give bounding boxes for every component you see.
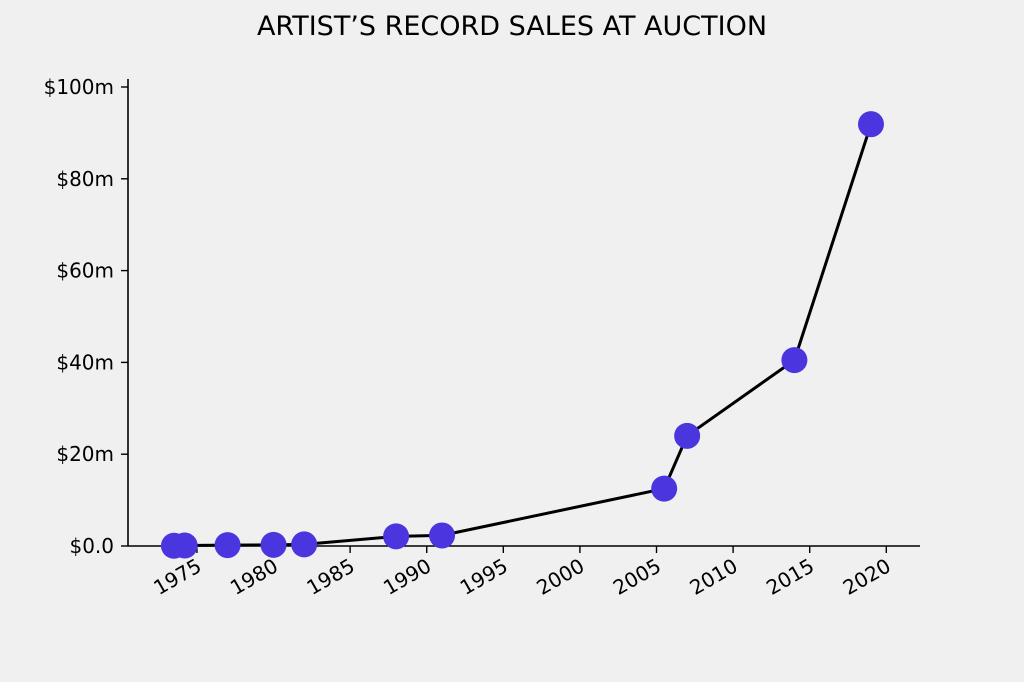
x-tick-label: 1975	[149, 554, 205, 600]
data-point	[260, 531, 287, 558]
axes: $0.0 $20m $40m $60m $80m $100m 1975 1980 1985 199…	[44, 75, 920, 600]
y-tick-label: $20m	[56, 442, 114, 466]
data-point	[781, 347, 808, 374]
x-tick-label: 1980	[226, 554, 282, 600]
x-tick-label: 2000	[532, 554, 588, 600]
y-tick-label: $100m	[44, 75, 114, 99]
x-tick-label: 2010	[686, 554, 742, 600]
data-point	[651, 475, 678, 502]
data-point	[214, 532, 241, 559]
data-point	[857, 111, 884, 138]
y-tick-label: $60m	[56, 259, 114, 283]
data-point	[291, 531, 318, 558]
data-point	[171, 532, 198, 559]
y-tick-label: $80m	[56, 167, 114, 191]
x-tick-label: 1995	[456, 554, 512, 600]
x-tick-label: 2005	[609, 554, 665, 600]
series-line	[173, 123, 873, 548]
data-point	[429, 522, 456, 549]
series-layer	[160, 111, 884, 559]
x-tick-label: 1990	[379, 554, 435, 600]
chart-title: ARTIST’S RECORD SALES AT AUCTION	[257, 11, 767, 42]
data-point	[674, 422, 701, 449]
x-tick-label: 1985	[303, 554, 359, 600]
y-tick-label: $40m	[56, 350, 114, 374]
data-point	[383, 523, 410, 550]
x-tick-label: 2015	[762, 554, 818, 600]
y-tick-label: $0.0	[69, 534, 114, 558]
x-tick-label: 2020	[839, 554, 895, 600]
